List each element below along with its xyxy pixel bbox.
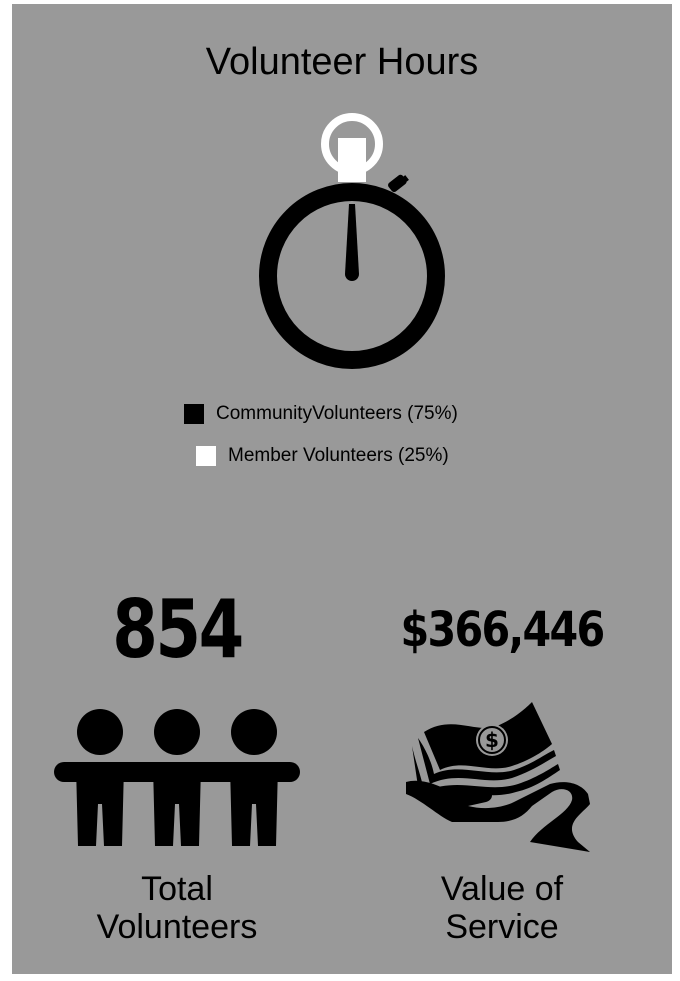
total-volunteers-label: Total Volunteers xyxy=(52,870,302,946)
legend-item-community: CommunityVolunteers (75%) xyxy=(184,402,458,426)
stopwatch-icon xyxy=(259,113,445,369)
total-volunteers-number: 854 xyxy=(112,583,244,676)
money-hand-icon: $ xyxy=(406,702,590,852)
value-of-service-label: Value of Service xyxy=(377,870,627,946)
svg-text:$: $ xyxy=(485,728,499,752)
legend-swatch-member xyxy=(196,446,216,466)
value-of-service-number: $366,446 xyxy=(400,602,606,658)
stopwatch-side-button xyxy=(388,174,409,193)
legend-item-member: Member Volunteers (25%) xyxy=(196,444,449,468)
people-icon xyxy=(54,709,300,846)
stopwatch-dial xyxy=(259,183,445,369)
total-volunteers-label-line1: Total xyxy=(141,870,213,908)
total-volunteers-label-line2: Volunteers xyxy=(96,908,258,946)
infographic-title: Volunteer Hours xyxy=(205,41,479,83)
stopwatch-hand xyxy=(345,204,359,281)
infographic-panel: Volunteer Hours CommunityVolunteers (75%… xyxy=(12,4,672,974)
stopwatch-crown-stem xyxy=(338,138,366,182)
value-of-service-label-line1: Value of xyxy=(440,870,564,908)
value-of-service-label-line2: Service xyxy=(445,908,559,946)
legend-label-community: CommunityVolunteers (75%) xyxy=(216,403,458,424)
legend-swatch-community xyxy=(184,404,204,424)
legend-label-member: Member Volunteers (25%) xyxy=(228,445,449,466)
